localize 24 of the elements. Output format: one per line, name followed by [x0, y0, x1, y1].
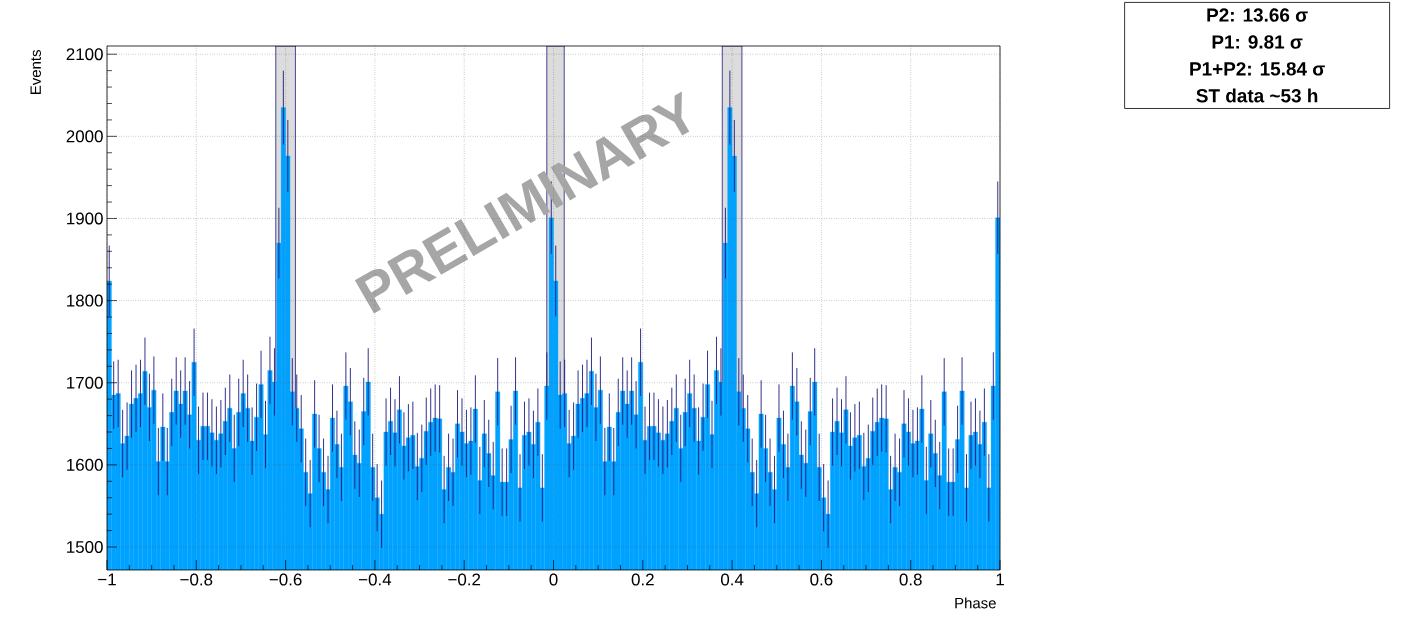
- text: ST data ~53 h: [1196, 88, 1318, 103]
- x-tick-label: 1: [996, 573, 1004, 586]
- x-tick-label: −1: [98, 573, 116, 586]
- x-tick-label: 0.4: [720, 573, 744, 586]
- x-tick-label: −0.2: [448, 573, 481, 586]
- x-tick-label: −0.4: [359, 573, 392, 586]
- y-tick-label: 1800: [67, 294, 103, 307]
- y-axis-title: Events: [30, 50, 41, 94]
- x-tick-label: 0.8: [899, 573, 922, 586]
- text: P1: 9.81 σ: [1212, 35, 1303, 49]
- text: P1+P2: 15.84 σ: [1190, 62, 1325, 76]
- y-tick-label: 2000: [66, 130, 103, 143]
- x-tick-label: 0: [549, 573, 558, 586]
- y-tick-label: 1900: [67, 212, 103, 225]
- x-tick-label: 0.2: [631, 573, 654, 586]
- text: P2: 13.66 σ: [1207, 8, 1308, 22]
- x-tick-label: −0.8: [180, 573, 213, 586]
- x-axis-title: Phase: [955, 597, 996, 609]
- y-tick-label: 1600: [67, 458, 103, 471]
- x-tick-label: −0.6: [269, 573, 302, 586]
- y-tick-label: 2100: [66, 48, 103, 61]
- x-tick-label: 0.6: [810, 573, 833, 586]
- y-tick-label: 1700: [67, 376, 103, 389]
- y-tick-label: 1500: [67, 541, 103, 554]
